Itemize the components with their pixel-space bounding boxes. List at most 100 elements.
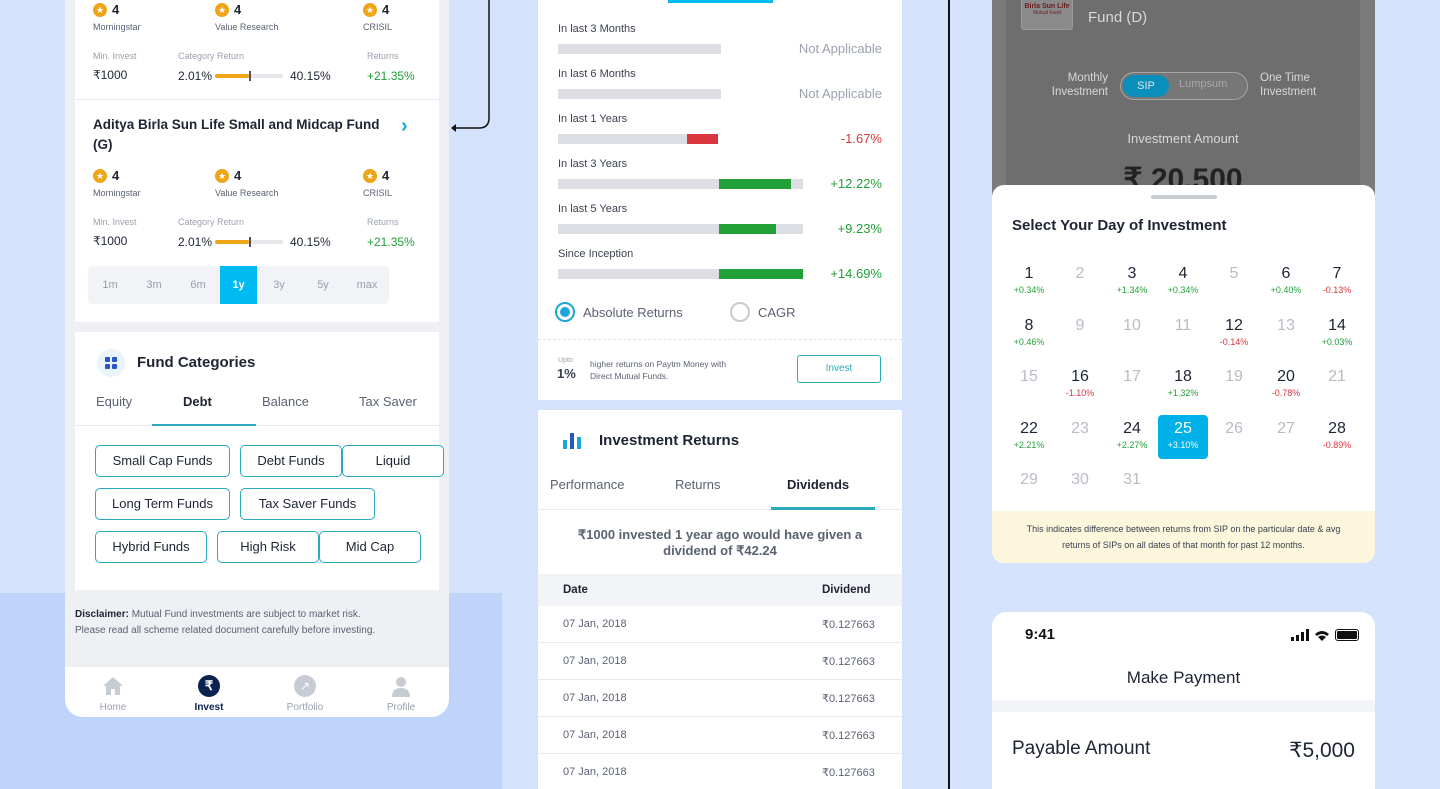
period-1y[interactable]: 1y [220, 266, 257, 304]
star-icon: ★ [215, 169, 229, 183]
fund-categories-title: Fund Categories [137, 354, 256, 371]
return-value: +14.69% [830, 266, 882, 281]
day-number: 27 [1277, 419, 1295, 437]
chip-liquid[interactable]: Liquid [342, 445, 444, 477]
fund-card[interactable]: ★ 4 Morningstar ★ 4 Value Research ★ 4 CRIS… [75, 0, 439, 99]
fund-list-screen: ★ 4 Morningstar ★ 4 Value Research ★ 4 CRIS… [65, 0, 449, 717]
rating-morningstar: ★ 4 [93, 3, 119, 17]
day-5: 5 [1209, 260, 1259, 304]
invest-button[interactable]: Invest [797, 355, 881, 383]
chevron-right-icon[interactable]: › [401, 115, 408, 137]
day-16[interactable]: 16 -1.10% [1055, 363, 1105, 407]
tabs-divider [538, 509, 902, 510]
nav-label: Home [99, 702, 127, 713]
nav-invest[interactable]: ₹ Invest [161, 667, 257, 717]
nav-profile[interactable]: Profile [353, 667, 449, 717]
chip-high-risk[interactable]: High Risk [217, 531, 319, 563]
chip-debt-funds[interactable]: Debt Funds [240, 445, 342, 477]
user-icon [392, 677, 410, 697]
fund-name-line: Fund (D) [1088, 9, 1148, 26]
active-tab-indicator [152, 424, 256, 426]
day-4[interactable]: 4 +0.34% [1158, 260, 1208, 304]
day-return: +0.46% [1013, 336, 1045, 347]
star-icon: ★ [215, 3, 229, 17]
toggle-lumpsum[interactable]: Lumpsum [1179, 78, 1228, 90]
period-5y[interactable]: 5y [317, 279, 329, 291]
nav-label: Profile [386, 702, 416, 713]
fund-name[interactable]: Aditya Birla Sun Life Small and Midcap F… [93, 117, 380, 152]
tab-dividends[interactable]: Dividends [787, 477, 850, 492]
day-22[interactable]: 22 +2.21% [1004, 415, 1054, 459]
dividend-date: 07 Jan, 2018 [563, 766, 627, 778]
category-high: 40.15% [290, 235, 331, 249]
toggle-sip[interactable]: SIP [1123, 75, 1169, 97]
day-17: 17 [1107, 363, 1157, 407]
category-high: 40.15% [290, 69, 331, 83]
investment-type-toggle[interactable]: SIP Lumpsum [1120, 72, 1248, 100]
period-max[interactable]: max [356, 279, 378, 291]
day-20[interactable]: 20 -0.78% [1261, 363, 1311, 407]
chip-small-cap-funds[interactable]: Small Cap Funds [95, 445, 230, 477]
logo-text: Mutual Fund [1033, 10, 1061, 16]
day-6[interactable]: 6 +0.40% [1261, 260, 1311, 304]
tab-performance[interactable]: Performance [550, 477, 625, 492]
rating-source: Value Research [215, 188, 279, 198]
day-number: 24 [1123, 419, 1141, 437]
fund-card[interactable]: Aditya Birla Sun Life Small and Midcap F… [75, 100, 439, 322]
promo-text-line: Direct Mutual Funds. [590, 371, 669, 381]
day-9: 9 [1055, 312, 1105, 356]
day-number: 17 [1123, 368, 1141, 385]
dividend-amount: ₹0.127663 [822, 656, 875, 668]
day-14[interactable]: 14 +0.03% [1312, 312, 1362, 356]
tab-balance[interactable]: Balance [262, 394, 309, 409]
return-period-label: In last 1 Years [558, 113, 628, 125]
chip-hybrid-funds[interactable]: Hybrid Funds [95, 531, 207, 563]
fund-returns: +21.35% [367, 69, 415, 83]
day-return: +0.40% [1270, 285, 1302, 295]
radio-absolute-returns[interactable] [555, 302, 575, 322]
chip-mid-cap[interactable]: Mid Cap [319, 531, 421, 563]
day-18[interactable]: 18 +1.32% [1158, 363, 1208, 407]
categories-icon [97, 349, 125, 377]
logo-text: Birla Sun Life [1024, 3, 1070, 10]
fund-logo: Birla Sun Life Mutual Fund [1021, 0, 1073, 30]
nav-home[interactable]: Home [65, 667, 161, 717]
period-1m[interactable]: 1m [102, 279, 118, 291]
day-27: 27 [1261, 415, 1311, 459]
day-1[interactable]: 1 +0.34% [1004, 260, 1054, 304]
chip-tax-saver-funds[interactable]: Tax Saver Funds [240, 488, 375, 520]
returns-label: Returns [367, 217, 399, 227]
sheet-handle[interactable] [1151, 195, 1217, 199]
day-25[interactable]: 25 +3.10% [1158, 414, 1208, 459]
return-period-label: In last 3 Months [558, 23, 636, 35]
disclaimer-text: Mutual Fund investments are subject to m… [128, 609, 361, 620]
day-picker-sheet: Select Your Day of Investment 1 +0.34% 2 3 +… [992, 185, 1375, 563]
fund-returns: +21.35% [367, 235, 415, 249]
day-3[interactable]: 3 +1.34% [1107, 260, 1157, 304]
radio-cagr-label: CAGR [758, 305, 796, 320]
chip-long-term-funds[interactable]: Long Term Funds [95, 488, 230, 520]
nav-portfolio[interactable]: ↗ Portfolio [257, 667, 353, 717]
day-24[interactable]: 24 +2.27% [1107, 415, 1157, 459]
return-value: Not Applicable [798, 41, 882, 56]
rating-source: Morningstar [93, 22, 141, 32]
day-8[interactable]: 8 +0.46% [1004, 312, 1054, 356]
tab-equity[interactable]: Equity [96, 394, 133, 409]
day-7[interactable]: 7 -0.13% [1312, 260, 1362, 304]
disclaimer: Disclaimer: Mutual Fund investments are … [75, 607, 439, 639]
rating-value-research: ★ 4 [215, 169, 241, 183]
tab-tax-saver[interactable]: Tax Saver [359, 394, 417, 409]
day-28[interactable]: 28 -0.89% [1312, 415, 1362, 459]
period-3m[interactable]: 3m [146, 279, 162, 291]
return-bar-fill [687, 134, 718, 144]
day-12[interactable]: 12 -0.14% [1209, 312, 1259, 356]
day-10: 10 [1107, 312, 1157, 356]
promo-upto: Upto [558, 357, 573, 364]
period-3y[interactable]: 3y [273, 279, 285, 291]
day-number: 22 [1020, 419, 1038, 437]
one-time-investment-label: One Time Investment [1260, 72, 1317, 98]
tab-debt[interactable]: Debt [183, 394, 212, 409]
tab-returns[interactable]: Returns [675, 477, 721, 492]
radio-cagr[interactable] [730, 302, 750, 322]
period-6m[interactable]: 6m [190, 279, 206, 291]
